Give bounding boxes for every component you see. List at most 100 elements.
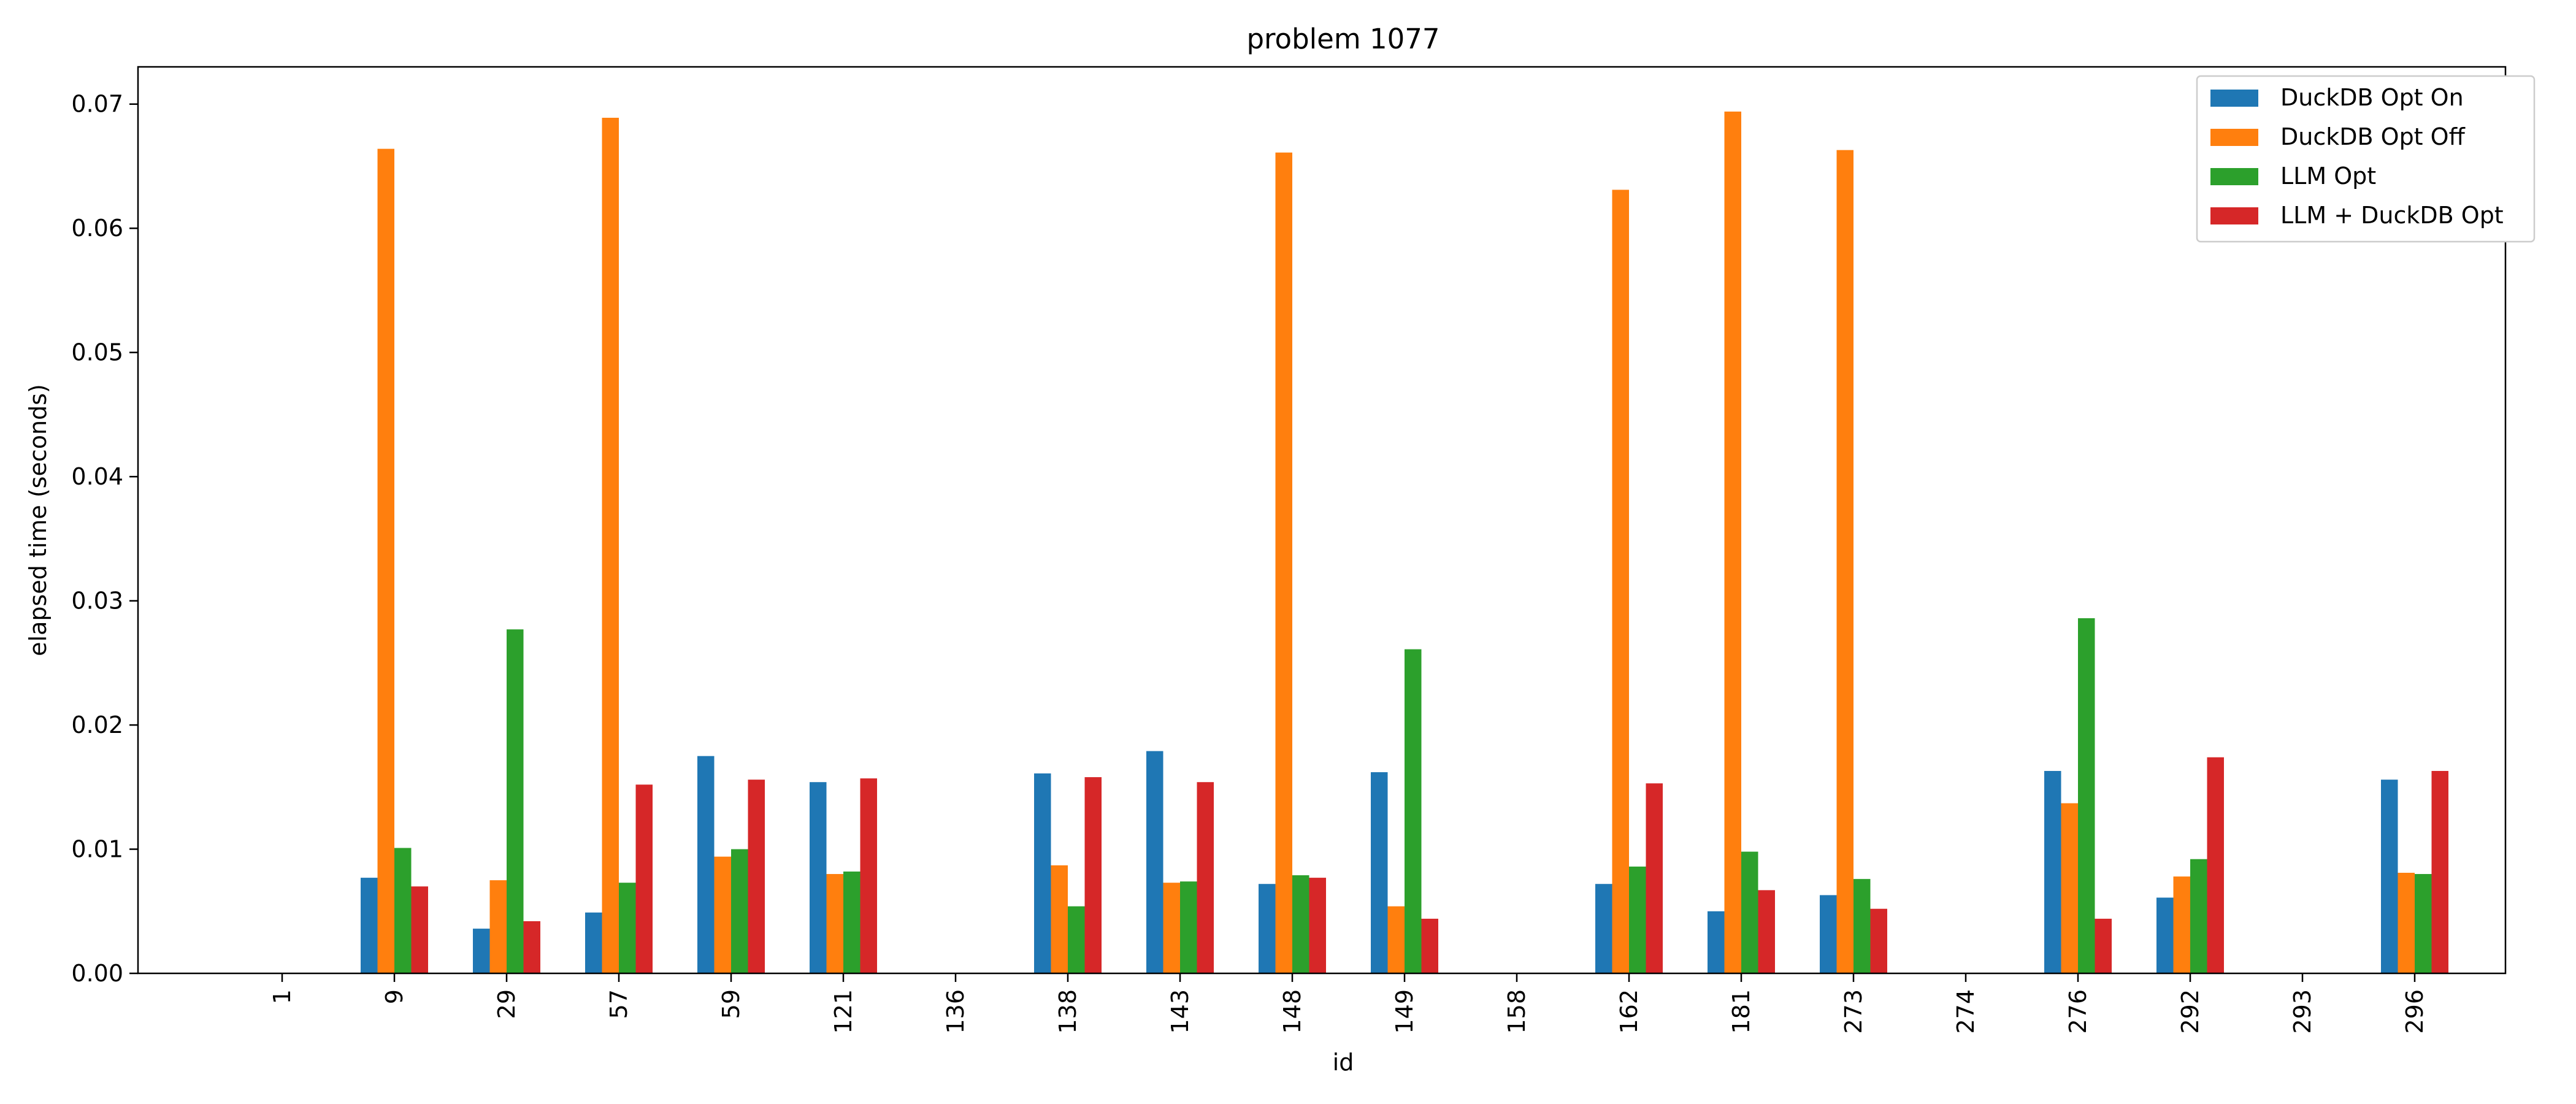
legend-label: DuckDB Opt Off: [2280, 123, 2466, 150]
bar-duckdb-opt-off-143: [1163, 883, 1180, 973]
bar-duckdb-opt-off-138: [1051, 865, 1068, 973]
x-axis-label: id: [1333, 1049, 1354, 1076]
bar-llm-duckdb-opt-273: [1870, 908, 1887, 973]
bar-llm-duckdb-opt-181: [1758, 890, 1775, 973]
legend-label: LLM Opt: [2280, 163, 2376, 190]
bar-duckdb-opt-off-29: [489, 880, 507, 973]
x-tick-label: 296: [2401, 989, 2428, 1034]
legend: DuckDB Opt On DuckDB Opt Off LLM Opt LLM + …: [2196, 75, 2536, 243]
legend-label: LLM + DuckDB Opt: [2280, 202, 2504, 229]
y-tick-label: 0.07: [71, 91, 123, 118]
x-tick-label: 292: [2177, 989, 2204, 1034]
bar-duckdb-opt-on-9: [361, 878, 378, 973]
bar-llm-opt-276: [2078, 618, 2095, 973]
y-tick-label: 0.06: [71, 215, 123, 242]
x-tick-label: 136: [942, 989, 969, 1034]
legend-swatch-llm-opt: [2210, 168, 2258, 185]
x-tick-label: 9: [381, 989, 408, 1004]
bar-duckdb-opt-on-59: [697, 756, 715, 973]
bar-duckdb-opt-on-138: [1034, 773, 1051, 973]
bar-duckdb-opt-on-162: [1595, 884, 1612, 973]
bar-llm-duckdb-opt-162: [1646, 783, 1663, 973]
x-tick-label: 59: [718, 989, 745, 1019]
bar-llm-duckdb-opt-57: [635, 784, 653, 973]
bar-duckdb-opt-off-9: [377, 148, 394, 973]
x-tick-label: 273: [1840, 989, 1867, 1034]
bar-duckdb-opt-off-148: [1275, 152, 1292, 974]
bar-duckdb-opt-off-162: [1612, 190, 1629, 974]
bar-llm-duckdb-opt-138: [1084, 777, 1102, 973]
x-tick-label: 274: [1952, 989, 1979, 1034]
bar-duckdb-opt-on-273: [1820, 895, 1837, 973]
bar-llm-duckdb-opt-143: [1197, 782, 1214, 973]
legend-label: DuckDB Opt On: [2280, 84, 2464, 111]
bar-duckdb-opt-off-57: [602, 118, 619, 973]
bar-duckdb-opt-off-273: [1836, 150, 1853, 973]
x-tick-label: 158: [1503, 989, 1530, 1034]
bar-llm-opt-181: [1741, 851, 1758, 973]
bar-duckdb-opt-off-121: [826, 874, 843, 973]
bar-llm-opt-9: [394, 848, 412, 973]
bar-llm-opt-57: [619, 883, 636, 973]
chart-title: problem 1077: [1246, 23, 1439, 55]
bar-llm-opt-148: [1292, 875, 1309, 973]
bar-llm-duckdb-opt-296: [2431, 770, 2448, 973]
x-tick-label: 181: [1728, 989, 1755, 1034]
x-tick-label: 149: [1391, 989, 1418, 1034]
legend-swatch-llm-duckdb-opt: [2210, 207, 2258, 224]
y-axis-label: elapsed time (seconds): [25, 384, 52, 656]
bar-llm-duckdb-opt-29: [523, 921, 540, 973]
bar-duckdb-opt-on-57: [585, 912, 602, 973]
y-tick-label: 0.03: [71, 588, 123, 615]
bar-llm-opt-138: [1068, 906, 1085, 973]
bar-llm-duckdb-opt-292: [2207, 757, 2224, 973]
legend-frame: [2196, 75, 2536, 243]
y-axis-ticks: 0.00 0.01 0.02 0.03 0.04 0.05 0.06 0.07: [71, 91, 138, 987]
bars-group: [361, 111, 2448, 974]
plot-area-frame: [137, 66, 2507, 975]
bar-duckdb-opt-off-59: [714, 856, 731, 973]
x-tick-label: 293: [2289, 989, 2316, 1034]
x-axis-ticks: 1 9 29 57 59 121 136 138 143 148 149 158 162 181 273 27…: [269, 973, 2428, 1034]
y-tick-label: 0.00: [71, 960, 123, 987]
bar-llm-duckdb-opt-149: [1421, 918, 1438, 973]
bar-llm-opt-292: [2190, 859, 2207, 973]
x-tick-label: 148: [1279, 989, 1306, 1034]
bar-duckdb-opt-off-296: [2398, 873, 2415, 973]
legend-swatch-duckdb-opt-off: [2210, 129, 2258, 146]
x-tick-label: 138: [1054, 989, 1081, 1034]
x-tick-label: 162: [1616, 989, 1643, 1034]
bar-duckdb-opt-on-29: [473, 929, 490, 973]
bar-llm-opt-296: [2415, 874, 2432, 973]
bar-duckdb-opt-on-121: [810, 782, 827, 973]
y-tick-label: 0.05: [71, 339, 123, 366]
bar-duckdb-opt-on-143: [1146, 751, 1163, 973]
bar-llm-duckdb-opt-148: [1309, 878, 1326, 973]
bar-llm-opt-273: [1853, 879, 1871, 973]
bar-duckdb-opt-off-292: [2173, 876, 2190, 973]
bar-llm-duckdb-opt-9: [411, 886, 428, 973]
bar-duckdb-opt-off-149: [1387, 906, 1405, 973]
x-tick-label: 276: [2064, 989, 2091, 1034]
bar-llm-opt-59: [731, 849, 748, 973]
bar-duckdb-opt-on-149: [1371, 772, 1388, 973]
x-tick-label: 121: [830, 989, 857, 1034]
bar-llm-duckdb-opt-276: [2095, 918, 2112, 973]
bar-llm-duckdb-opt-59: [748, 780, 765, 973]
bar-duckdb-opt-on-296: [2381, 780, 2398, 973]
y-tick-label: 0.04: [71, 463, 123, 490]
bar-duckdb-opt-on-276: [2044, 770, 2061, 973]
bar-duckdb-opt-on-148: [1259, 884, 1276, 973]
y-tick-label: 0.02: [71, 711, 123, 738]
bar-llm-opt-121: [843, 871, 861, 973]
x-tick-label: 57: [605, 989, 632, 1019]
bar-llm-opt-29: [507, 629, 524, 973]
x-tick-label: 29: [493, 989, 520, 1019]
bar-duckdb-opt-off-181: [1724, 111, 1741, 973]
bar-llm-opt-162: [1629, 866, 1646, 973]
bar-llm-opt-149: [1405, 649, 1422, 973]
bar-duckdb-opt-on-292: [2156, 897, 2174, 973]
bar-duckdb-opt-on-181: [1708, 911, 1725, 973]
x-tick-label: 143: [1167, 989, 1194, 1034]
